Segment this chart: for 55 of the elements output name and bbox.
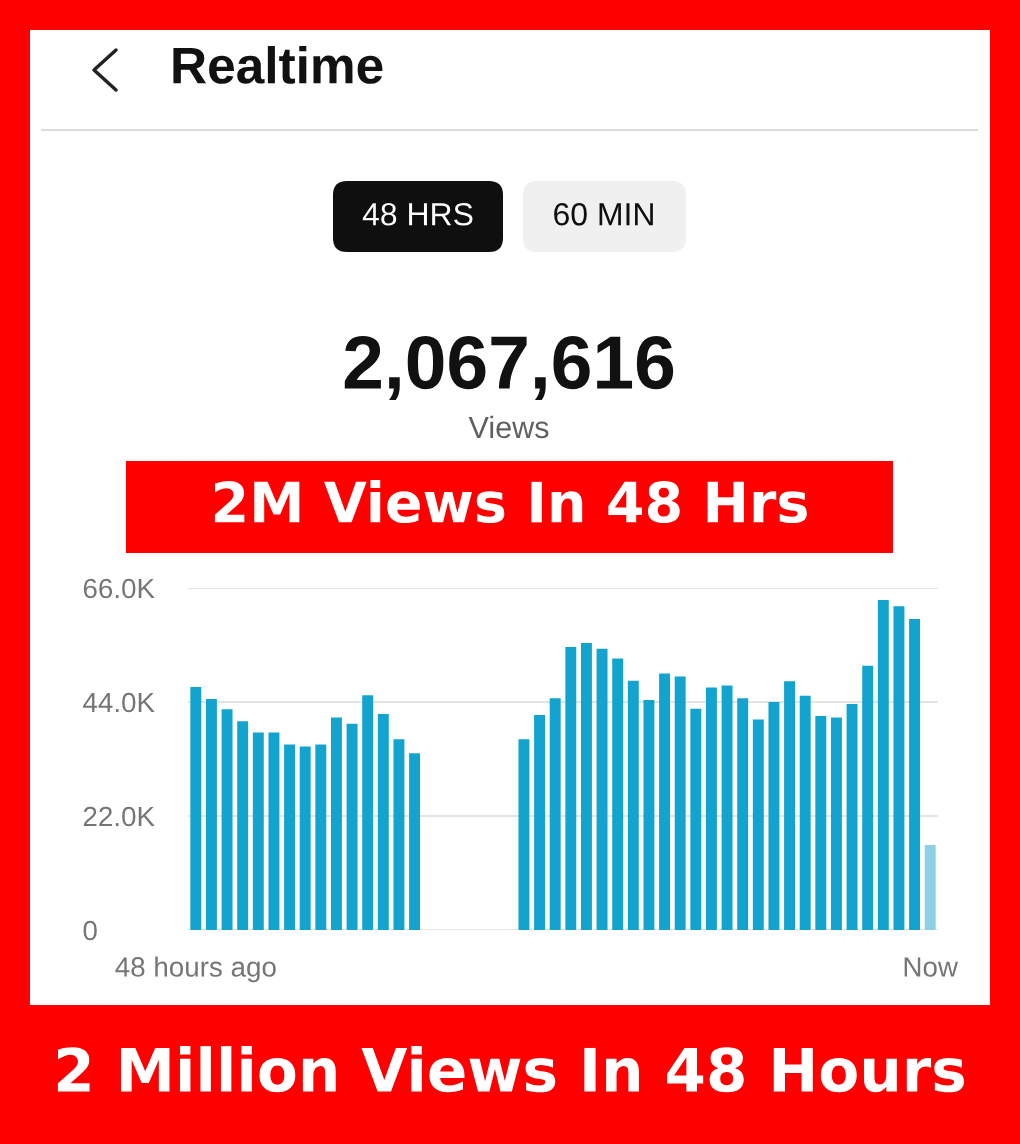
bar [284,744,296,930]
bar [846,704,858,930]
bar [659,673,671,930]
text: 2 Million Views In 48 Hours [57,1046,964,1093]
bar [549,698,561,930]
bar [393,739,405,930]
bar [362,695,374,930]
bar [815,715,827,930]
bar [346,723,358,930]
text: 48 HRS [362,202,473,226]
bar [409,753,421,930]
y-tick-label: 0 [83,920,97,941]
bar [299,746,311,930]
text: 60 MIN [554,202,653,226]
bar [752,719,764,930]
bar [534,714,546,930]
bar [768,702,780,930]
bar [690,708,702,930]
bar [205,698,217,930]
bar [190,686,202,930]
bar [674,676,686,930]
y-tick-label: 66.0K [83,578,155,599]
y-tick-label: 44.0K [83,692,155,713]
bar [721,685,733,930]
y-tick-label: 22.0K [83,806,155,827]
bar [377,713,389,930]
text: 2,067,616 [344,336,674,401]
bar [893,606,905,930]
bar [909,619,921,930]
text: 2M Views In 48 Hrs [214,480,807,524]
bar [862,665,874,930]
x-tick-label: 48 hours ago [115,956,276,983]
bar [221,709,233,930]
bar [596,648,608,930]
bar [268,732,280,930]
text: Views [468,415,549,439]
bar [643,699,655,930]
bar [580,642,592,930]
bar [784,681,796,930]
bar [924,845,936,930]
bar [518,739,530,930]
bar [627,680,639,930]
bar [705,687,717,930]
bar [830,717,842,930]
bar [315,744,327,930]
bar [565,647,577,930]
bar [252,732,264,930]
x-tick-label: Now [904,957,959,977]
bar [330,717,342,930]
chart-title: Realtime [173,46,383,84]
bar [877,599,889,930]
bar [237,721,249,930]
bar [737,698,749,930]
bar [612,658,624,930]
bar [799,695,811,930]
